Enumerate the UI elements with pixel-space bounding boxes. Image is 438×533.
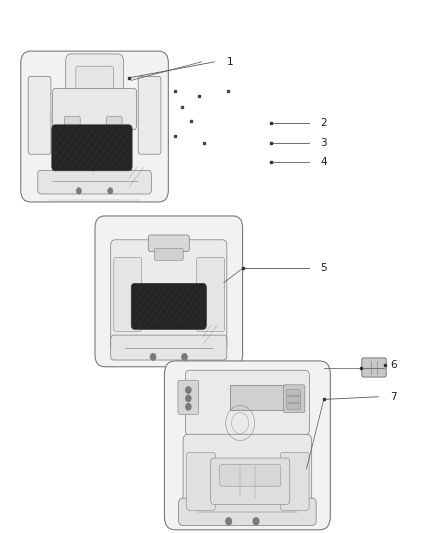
FancyBboxPatch shape [211, 458, 290, 505]
FancyBboxPatch shape [106, 116, 122, 132]
FancyBboxPatch shape [64, 116, 80, 132]
FancyBboxPatch shape [138, 76, 161, 154]
FancyBboxPatch shape [230, 385, 288, 410]
FancyBboxPatch shape [21, 51, 168, 202]
Circle shape [226, 518, 232, 525]
Circle shape [253, 518, 259, 525]
Circle shape [186, 387, 191, 393]
FancyBboxPatch shape [66, 54, 124, 102]
FancyBboxPatch shape [53, 88, 137, 130]
FancyBboxPatch shape [52, 125, 132, 171]
FancyBboxPatch shape [280, 453, 309, 510]
FancyBboxPatch shape [286, 403, 300, 409]
Circle shape [76, 188, 81, 194]
FancyBboxPatch shape [95, 216, 243, 367]
Text: 7: 7 [390, 392, 397, 402]
FancyBboxPatch shape [148, 235, 189, 252]
Circle shape [182, 354, 187, 360]
FancyBboxPatch shape [187, 453, 215, 510]
FancyBboxPatch shape [111, 335, 227, 360]
FancyBboxPatch shape [131, 284, 206, 329]
FancyBboxPatch shape [154, 248, 183, 261]
FancyBboxPatch shape [183, 434, 312, 518]
FancyBboxPatch shape [286, 397, 300, 402]
FancyBboxPatch shape [197, 257, 225, 332]
FancyBboxPatch shape [178, 380, 199, 414]
FancyBboxPatch shape [179, 498, 316, 526]
Circle shape [150, 354, 155, 360]
Text: 2: 2 [320, 118, 327, 128]
Circle shape [108, 188, 113, 194]
Text: 6: 6 [390, 360, 397, 370]
Circle shape [186, 395, 191, 401]
Text: 4: 4 [320, 157, 327, 167]
FancyBboxPatch shape [220, 465, 281, 486]
FancyBboxPatch shape [38, 171, 151, 194]
Text: 1: 1 [226, 57, 233, 67]
FancyBboxPatch shape [28, 76, 51, 154]
FancyBboxPatch shape [283, 385, 305, 413]
FancyBboxPatch shape [286, 390, 300, 395]
FancyBboxPatch shape [114, 257, 142, 332]
Text: 5: 5 [320, 263, 327, 273]
FancyBboxPatch shape [164, 361, 330, 530]
FancyBboxPatch shape [76, 66, 113, 94]
FancyBboxPatch shape [111, 240, 227, 350]
Circle shape [186, 403, 191, 410]
FancyBboxPatch shape [362, 358, 386, 377]
FancyBboxPatch shape [185, 370, 309, 435]
Text: 3: 3 [320, 138, 327, 148]
